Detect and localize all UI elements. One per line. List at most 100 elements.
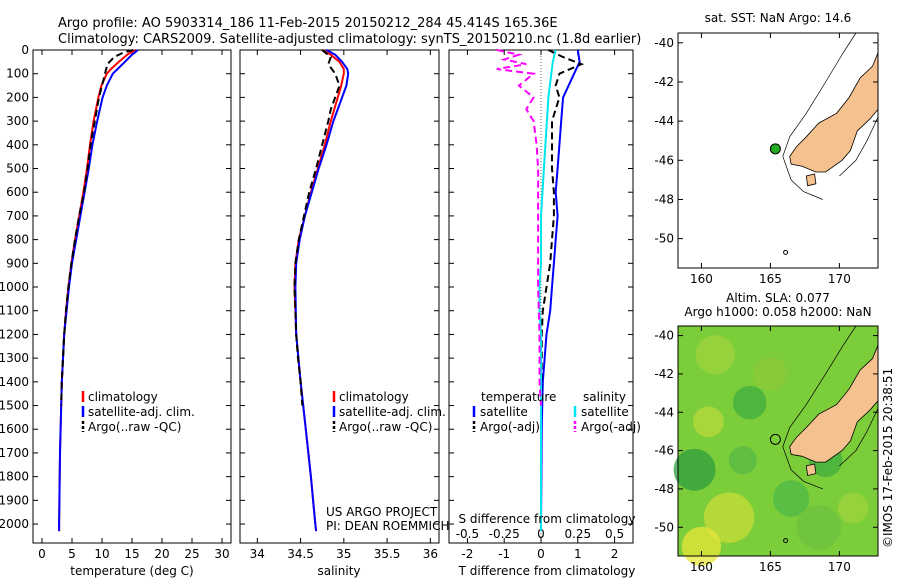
y-tick-label: 1000	[0, 280, 29, 294]
y-tick-label: 200	[6, 90, 29, 104]
y-tick-label: 1900	[0, 493, 29, 507]
series-line-satellite	[294, 49, 350, 532]
map-y-tick-label: -50	[654, 232, 674, 246]
map-y-tick-label: -40	[654, 36, 674, 50]
y-tick-label: 1300	[0, 351, 29, 365]
x-top-tick-label: 0.5	[605, 527, 624, 541]
y-tick-label: 1400	[0, 375, 29, 389]
legend-label: satellite	[581, 405, 629, 419]
y-tick-label: 400	[6, 138, 29, 152]
land-south-island	[789, 345, 879, 463]
map-y-tick-label: -44	[654, 405, 674, 419]
sla-field-patch	[796, 504, 842, 550]
land-south-island	[789, 52, 879, 173]
x-tick-label: 25	[184, 547, 199, 561]
difference-top-xlabel: S difference from climatology	[459, 512, 636, 526]
legend-label: Argo(-adj)	[581, 420, 641, 434]
sla-field-patch	[703, 492, 755, 543]
y-tick-label: 1700	[0, 446, 29, 460]
timestamp-label: ©IMOS 17-Feb-2015 20:38:51	[881, 368, 895, 548]
pi-label: PI: DEAN ROEMMICH	[326, 519, 449, 533]
argo-float-marker	[769, 433, 781, 445]
temperature-plot: 0 5 10 15 20 25 300100200300400500600700800900…	[0, 43, 231, 561]
legend-header: temperature	[481, 390, 556, 404]
legend-label: climatology	[88, 390, 158, 404]
sst-map-title: sat. SST: NaN Argo: 14.6	[705, 11, 852, 25]
map-frame	[677, 325, 879, 557]
legend-header: salinity	[583, 390, 626, 404]
legend-label: Argo(..raw -QC)	[88, 420, 181, 434]
legend-label: satellite-adj. clim.	[88, 405, 195, 419]
x-tick-label: 34.5	[287, 547, 314, 561]
y-tick-label: 1600	[0, 422, 29, 436]
x-tick-label: 35	[336, 547, 351, 561]
sla-field-patch	[837, 492, 869, 524]
land-auckland-islands	[783, 538, 789, 544]
y-tick-label: 1800	[0, 470, 29, 484]
sla-field-patch	[772, 480, 810, 517]
legend-label: Argo(..raw -QC)	[339, 420, 432, 434]
y-tick-label: 1500	[0, 399, 29, 413]
x-tick-label: 1	[574, 547, 582, 561]
map-y-tick-label: -48	[654, 192, 674, 206]
y-tick-label: 300	[6, 114, 29, 128]
y-tick-label: 2000	[0, 517, 29, 531]
legend-label: Argo(-adj)	[480, 420, 540, 434]
sst-map: 160 165 170 -40 -42 -44 -46 -48 -50	[654, 32, 879, 286]
x-tick-label: 35.5	[374, 547, 401, 561]
land-stewart-island	[805, 173, 817, 187]
sla-field-patch	[732, 385, 767, 420]
series-line-sal_argo	[496, 49, 542, 406]
series-line-climatology	[293, 49, 345, 532]
map-x-tick-label: 170	[828, 272, 851, 286]
map-y-tick-label: -40	[654, 329, 674, 343]
y-tick-label: 0	[21, 43, 29, 57]
series-line-argo	[293, 49, 341, 406]
temperature-plot-frame	[32, 49, 232, 544]
map-y-tick-label: -46	[654, 444, 674, 458]
x-top-tick-label: -0.5	[456, 527, 479, 541]
sla-field-patch	[673, 448, 716, 491]
depth-contour	[839, 117, 879, 177]
y-tick-label: 600	[6, 185, 29, 199]
depth-contour	[782, 32, 857, 200]
sla-map-title-2: Argo h1000: 0.058 h2000: NaN	[684, 305, 871, 319]
land-stewart-island	[805, 463, 817, 476]
series-line-argo	[540, 49, 585, 406]
map-frame	[677, 32, 879, 269]
map-x-tick-label: 165	[759, 272, 782, 286]
map-y-tick-label: -50	[654, 520, 674, 534]
map-y-tick-label: -42	[654, 75, 674, 89]
sla-field-patch	[728, 446, 757, 475]
map-y-tick-label: -44	[654, 114, 674, 128]
project-label: US ARGO PROJECT	[326, 505, 438, 519]
sla-field-patch	[692, 406, 724, 438]
x-tick-label: 2	[611, 547, 619, 561]
sla-field-patch	[753, 357, 788, 391]
sla-field-patch	[695, 335, 735, 375]
y-tick-label: 900	[6, 256, 29, 270]
y-tick-label: 500	[6, 162, 29, 176]
series-line-sal_satellite	[538, 49, 557, 532]
header-line-1: Argo profile: AO 5903314_186 11-Feb-2015…	[58, 16, 558, 31]
map-x-tick-label: 170	[828, 560, 851, 574]
y-tick-label: 1100	[0, 304, 29, 318]
x-tick-label: -2	[461, 547, 473, 561]
salinity-plot: 34 34.5 35 35.5 36 climatologysatellite-adj. …	[240, 49, 446, 561]
map-x-tick-label: 160	[690, 560, 713, 574]
x-tick-label: 30	[214, 547, 229, 561]
x-tick-label: -1	[498, 547, 510, 561]
legend-label: satellite	[480, 405, 528, 419]
y-tick-label: 100	[6, 67, 29, 81]
map-y-tick-label: -42	[654, 367, 674, 381]
y-tick-label: 800	[6, 233, 29, 247]
y-tick-label: 700	[6, 209, 29, 223]
map-y-tick-label: -46	[654, 153, 674, 167]
depth-contour	[782, 325, 857, 490]
legend-label: climatology	[339, 390, 409, 404]
map-x-tick-label: 160	[690, 272, 713, 286]
salinity-plot-frame	[239, 49, 440, 544]
x-tick-label: 34	[250, 547, 265, 561]
argo-float-marker	[769, 143, 781, 155]
